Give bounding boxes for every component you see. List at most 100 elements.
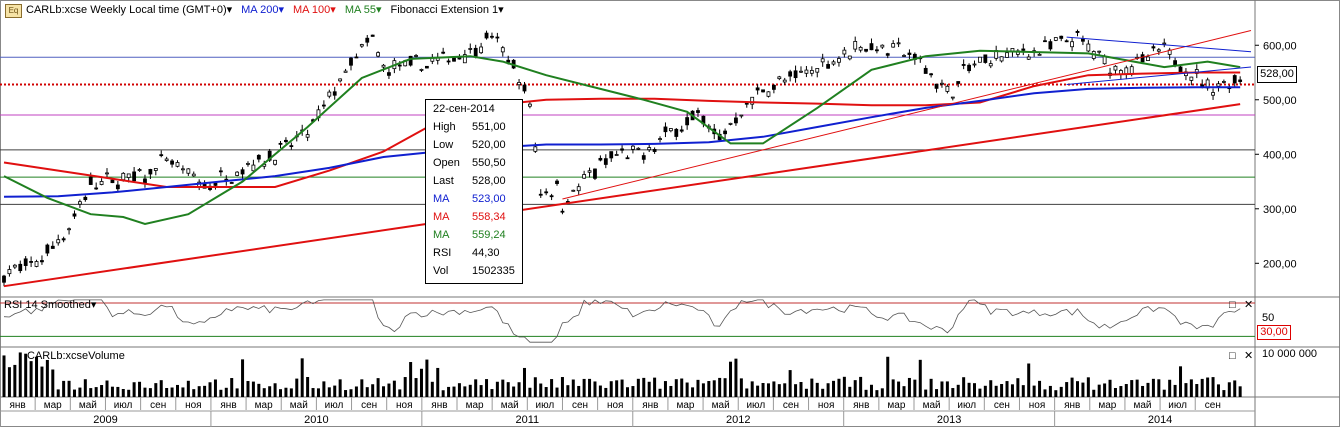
tooltip-date: 22-сен-2014	[433, 103, 495, 115]
volume-bar	[474, 379, 478, 397]
volume-bar	[832, 380, 836, 397]
candle-body	[408, 55, 413, 66]
candle-body	[267, 150, 272, 161]
volume-bar	[316, 388, 320, 397]
volume-bar	[804, 388, 808, 397]
volume-bar	[631, 386, 635, 397]
candle-body	[218, 170, 223, 173]
month-label: янв	[220, 400, 236, 411]
chevron-down-icon[interactable]: ▾	[226, 4, 233, 16]
fibonacci-label[interactable]: Fibonacci Extension 1▾	[390, 4, 504, 16]
volume-bar	[409, 362, 413, 397]
candle-body	[479, 46, 484, 54]
candle-body	[246, 163, 250, 165]
chevron-down-icon[interactable]: ▾	[498, 4, 504, 16]
candle-body	[50, 245, 55, 249]
candle-body	[67, 228, 71, 231]
volume-bar	[344, 390, 348, 397]
candle-body	[12, 264, 17, 268]
volume-close-icon[interactable]: ✕	[1244, 350, 1254, 362]
month-label: янв	[642, 400, 658, 411]
chevron-down-icon[interactable]: ▾	[330, 4, 336, 16]
volume-bar	[1092, 389, 1096, 397]
volume-bar	[582, 378, 586, 397]
candle-body	[961, 64, 966, 66]
volume-bar	[626, 387, 629, 397]
month-label: июл	[1168, 400, 1187, 411]
chevron-down-icon[interactable]: ▾	[278, 4, 284, 16]
ma200-label[interactable]: MA 200▾	[241, 4, 284, 16]
candle-body	[191, 173, 196, 177]
volume-bar	[1189, 379, 1193, 397]
volume-bar	[7, 367, 11, 397]
volume-bar	[170, 387, 174, 397]
candle-body	[1221, 81, 1226, 83]
rsi-panel-title[interactable]: RSI 14 Smoothed▾	[4, 299, 97, 311]
volume-bar	[105, 380, 109, 397]
candle-body	[875, 49, 879, 52]
candle-body	[153, 168, 158, 171]
volume-bar	[56, 389, 60, 397]
tooltip-row: High 551,00	[433, 121, 506, 133]
volume-bar	[994, 385, 998, 397]
volume-bar	[799, 381, 803, 397]
volume-bar	[1146, 382, 1150, 397]
candle-body	[1021, 48, 1026, 51]
volume-bar	[165, 387, 169, 397]
candle-body	[647, 147, 652, 151]
volume-bar	[1227, 382, 1231, 397]
candle-body	[631, 145, 635, 150]
candle-body	[349, 57, 353, 66]
rsi-line	[3, 299, 1241, 343]
chevron-down-icon[interactable]: ▾	[90, 299, 97, 311]
volume-bar	[642, 377, 646, 397]
volume-bar	[766, 383, 770, 397]
candle-body	[1048, 41, 1053, 50]
volume-bar	[1076, 381, 1080, 397]
volume-bar	[1108, 379, 1112, 397]
candle-body	[506, 59, 511, 63]
year-label: 2012	[726, 414, 750, 426]
ma55-label[interactable]: MA 55▾	[344, 4, 382, 16]
month-label: июл	[746, 400, 765, 411]
volume-bar	[311, 388, 315, 397]
volume-bar	[419, 368, 423, 397]
candle-body	[967, 64, 971, 72]
chevron-down-icon[interactable]: ▾	[376, 4, 382, 16]
volume-bar	[376, 378, 380, 397]
ma100-label[interactable]: MA 100▾	[292, 4, 336, 16]
app-logo-icon[interactable]: Eq	[5, 4, 22, 18]
candle-body	[907, 52, 912, 55]
volume-bar	[213, 379, 217, 397]
candle-body	[186, 168, 191, 174]
volume-bar	[360, 379, 364, 397]
volume-bar	[972, 383, 976, 397]
year-label: 2011	[515, 414, 539, 426]
volume-bar	[826, 383, 830, 397]
volume-bar	[566, 385, 570, 397]
volume-bar	[1070, 377, 1074, 397]
volume-bar	[718, 377, 722, 397]
volume-bar	[62, 380, 66, 397]
candle-body	[78, 201, 82, 205]
rsi-minimize-icon[interactable]: □	[1229, 299, 1236, 311]
candle-body	[853, 41, 858, 50]
volume-bar	[880, 388, 884, 397]
candle-body	[972, 63, 977, 66]
rsi-close-icon[interactable]: ✕	[1244, 299, 1254, 311]
volume-minimize-icon[interactable]: □	[1229, 350, 1236, 362]
symbol-title[interactable]: CARLb:xcse Weekly Local time (GMT+0)▾	[26, 4, 233, 16]
ma55-line	[3, 49, 1241, 226]
volume-bar	[1043, 389, 1047, 397]
candle-body	[273, 159, 277, 165]
volume-bar	[555, 387, 559, 397]
candle-body	[999, 56, 1004, 62]
candle-body	[289, 145, 294, 148]
month-label: май	[501, 400, 519, 411]
volume-bar	[691, 387, 695, 397]
candle-body	[414, 55, 418, 57]
candle-body	[1064, 40, 1069, 43]
volume-bar	[604, 387, 608, 397]
volume-bar	[306, 376, 310, 397]
tooltip-row: MA 559,24	[433, 229, 506, 241]
